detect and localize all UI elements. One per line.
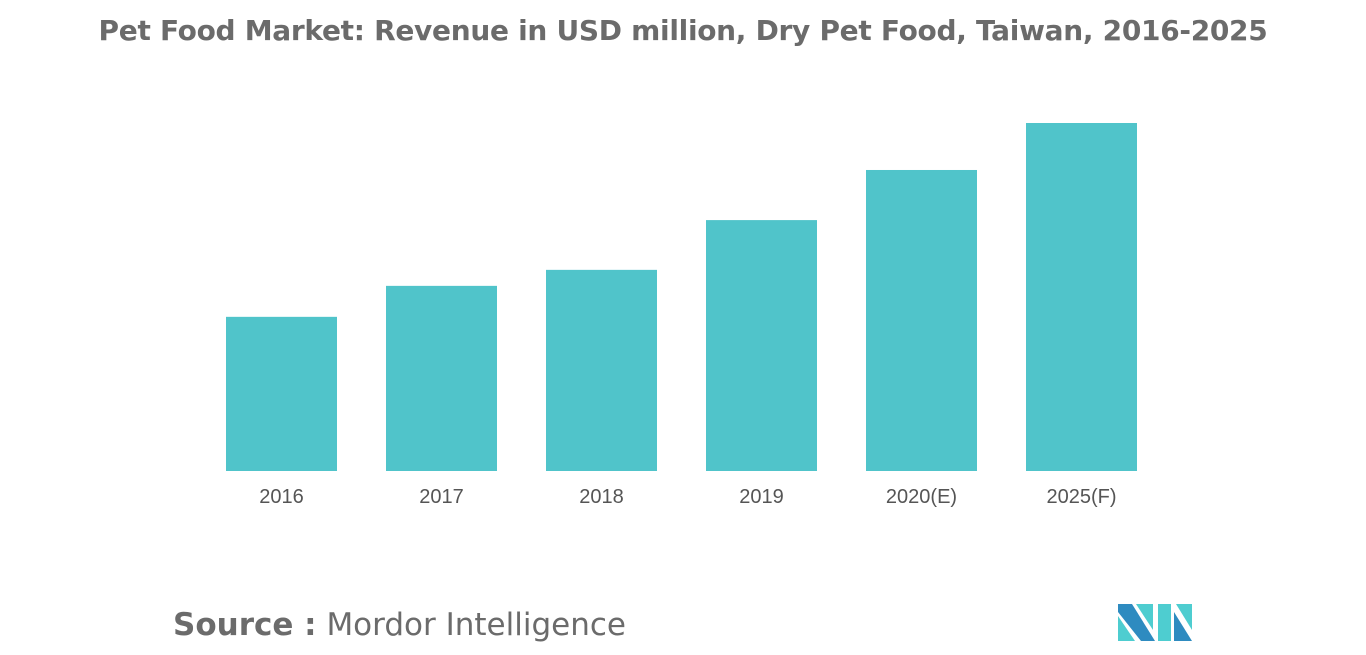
bar-2016 [226,316,337,471]
bar-2025(F) [1026,123,1137,471]
bar-chart: 2016 2017 2018 2019 2020(E) 2025(F) [226,123,1137,508]
x-tick-label: 2018 [579,486,624,508]
x-tick-label: 2020(E) [886,486,957,508]
source-line: Source : Mordor Intelligence [173,607,626,643]
source-text: Mordor Intelligence [326,607,626,643]
mordor-logo [1118,604,1192,641]
x-tick-label: 2019 [739,486,784,508]
bar-2018 [546,269,657,471]
bar-2020(E) [866,169,977,472]
bar-2017 [386,285,497,471]
x-tick-label: 2016 [259,486,304,508]
x-tick-label: 2017 [419,486,464,508]
source-label: Source : [173,607,317,643]
bar-2019 [706,220,817,471]
x-tick-label: 2025(F) [1046,486,1116,508]
chart-title: Pet Food Market: Revenue in USD million,… [98,14,1268,47]
